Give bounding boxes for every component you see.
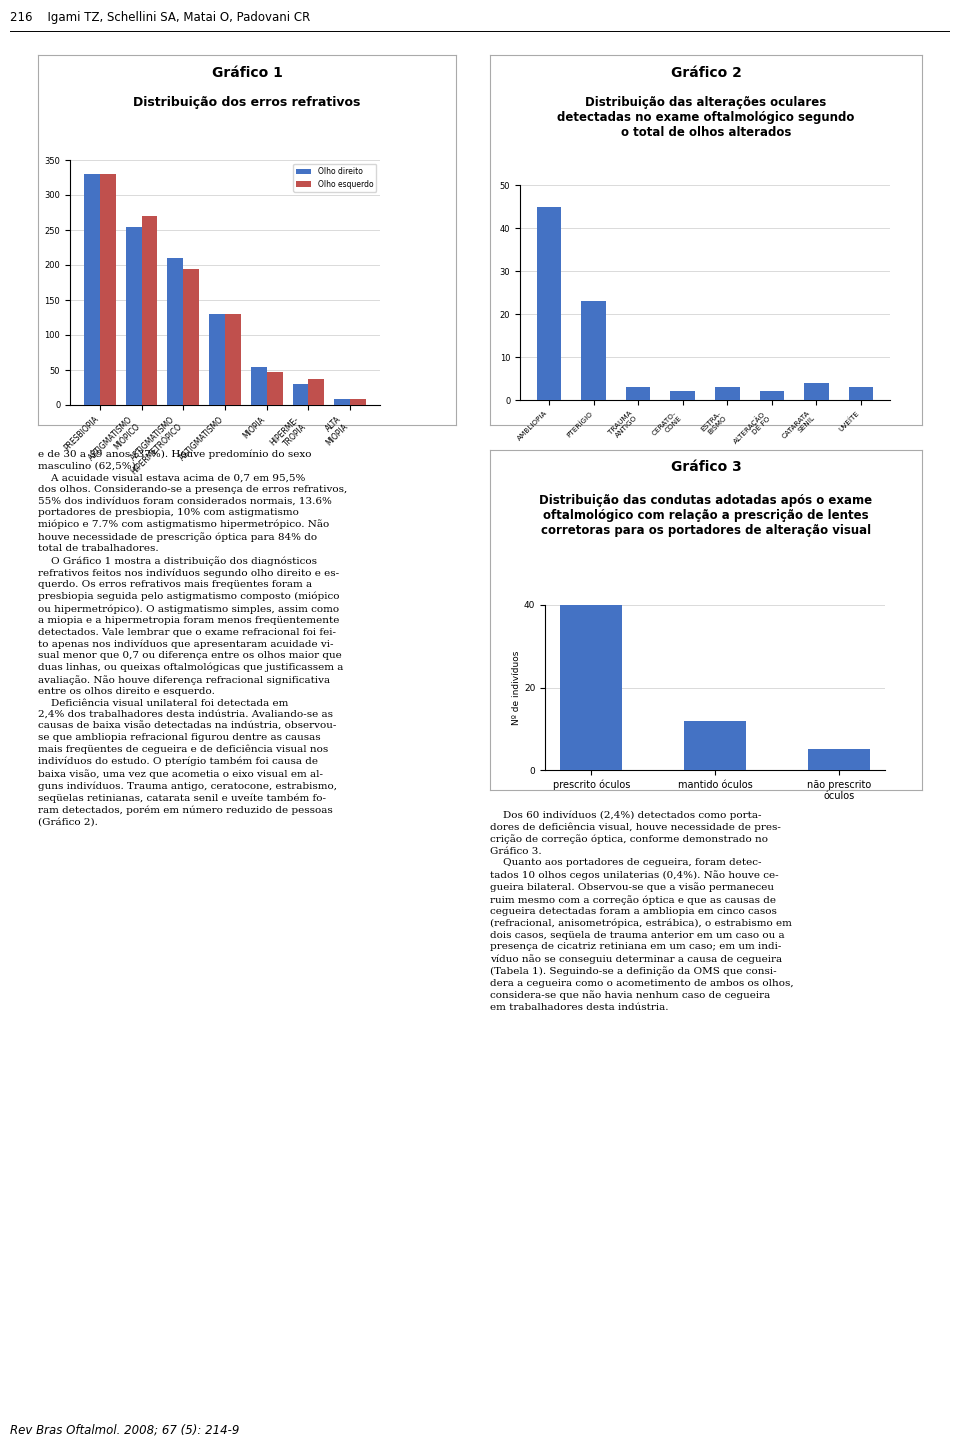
Text: Gráfico 2: Gráfico 2: [671, 67, 741, 80]
Bar: [350, 399, 366, 405]
Bar: [561, 596, 622, 770]
Y-axis label: Nº de indivíduos: Nº de indivíduos: [512, 650, 521, 724]
Bar: [670, 392, 695, 400]
Text: e de 30 a 39 anos (37%). Houve predomínio do sexo
masculino (62,5%).
    A acuid: e de 30 a 39 anos (37%). Houve predomíni…: [38, 450, 348, 827]
Bar: [684, 721, 746, 770]
Bar: [293, 385, 308, 405]
Text: Rev Bras Oftalmol. 2008; 67 (5): 214-9: Rev Bras Oftalmol. 2008; 67 (5): 214-9: [10, 1423, 239, 1436]
Bar: [537, 206, 562, 400]
Text: Dos 60 indivíduos (2,4%) detectados como porta-
dores de deficiência visual, hou: Dos 60 indivíduos (2,4%) detectados como…: [490, 810, 794, 1011]
Bar: [209, 313, 225, 405]
Bar: [183, 268, 199, 405]
Bar: [225, 313, 241, 405]
Bar: [308, 379, 324, 405]
Bar: [715, 387, 739, 400]
Text: Gráfico 3: Gráfico 3: [671, 460, 741, 474]
Bar: [759, 392, 784, 400]
Text: Distribuição das condutas adotadas após o exame
oftalmológico com relação a pres: Distribuição das condutas adotadas após …: [540, 495, 873, 537]
Bar: [267, 371, 282, 405]
Bar: [251, 367, 267, 405]
Bar: [142, 216, 157, 405]
Bar: [334, 399, 350, 405]
Bar: [626, 387, 651, 400]
Bar: [84, 174, 100, 405]
Bar: [100, 174, 116, 405]
Legend: Olho direito, Olho esquerdo: Olho direito, Olho esquerdo: [293, 164, 376, 192]
Bar: [167, 258, 183, 405]
Bar: [126, 226, 142, 405]
Text: Distribuição dos erros refrativos: Distribuição dos erros refrativos: [133, 96, 361, 109]
Bar: [807, 749, 870, 770]
Bar: [804, 383, 828, 400]
Bar: [849, 387, 874, 400]
Text: Distribuição das alterações oculares
detectadas no exame oftalmológico segundo
o: Distribuição das alterações oculares det…: [558, 96, 854, 139]
Bar: [582, 302, 606, 400]
Text: Gráfico 1: Gráfico 1: [211, 67, 282, 80]
Text: 216    Igami TZ, Schellini SA, Matai O, Padovani CR: 216 Igami TZ, Schellini SA, Matai O, Pad…: [10, 12, 310, 25]
